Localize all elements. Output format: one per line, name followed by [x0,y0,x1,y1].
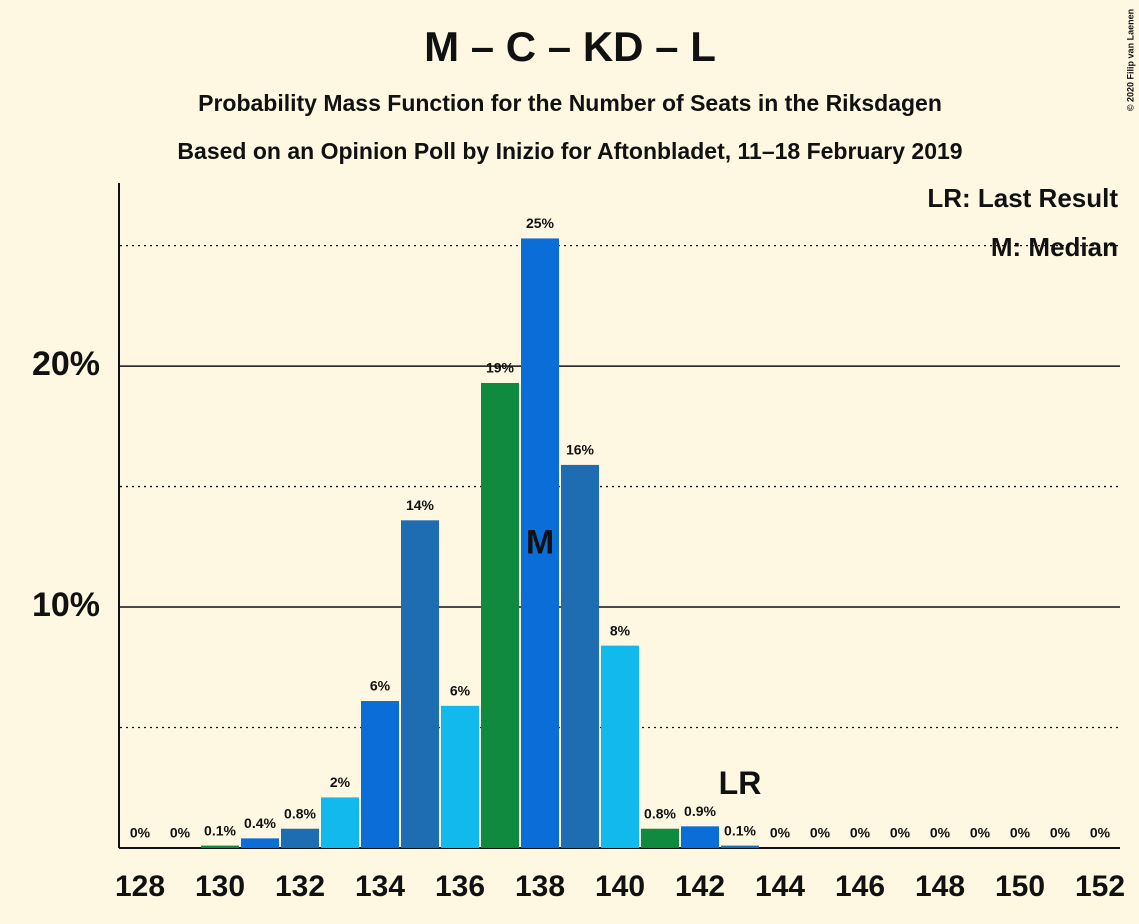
bar [321,797,359,848]
x-tick-label: 128 [115,870,165,903]
chart-title: M – C – KD – L [424,23,716,70]
value-label: 0.1% [204,822,236,838]
bar [441,705,479,848]
x-tick-label: 152 [1075,870,1125,903]
bar [401,520,439,848]
value-label: 0.8% [284,805,316,821]
x-tick-label: 144 [755,870,805,903]
bar [481,382,519,848]
value-label: 0% [1050,825,1071,841]
value-label: 0% [970,825,991,841]
x-tick-label: 138 [515,870,565,903]
value-label: 0% [890,825,911,841]
value-label: 0% [170,825,191,841]
value-label: 19% [486,360,515,376]
value-label: 2% [330,774,351,790]
legend-entry: M: Median [991,232,1118,262]
value-label: 0% [850,825,871,841]
bar [681,826,719,848]
copyright: © 2020 Filip van Laenen [1125,9,1135,111]
value-label: 25% [526,215,555,231]
value-label: 8% [610,622,631,638]
value-label: 6% [370,678,391,694]
value-label: 6% [450,683,471,699]
x-tick-label: 140 [595,870,645,903]
bar [241,838,279,848]
bar [721,845,759,848]
value-label: 0.8% [644,805,676,821]
annotation: LR [719,765,762,801]
legend-entry: LR: Last Result [927,183,1118,213]
value-label: 0.4% [244,815,276,831]
x-tick-label: 150 [995,870,1045,903]
value-label: 0.1% [724,822,756,838]
bar [641,828,679,848]
value-label: 0% [1010,825,1031,841]
value-label: 0% [130,825,151,841]
bar [281,828,319,848]
x-tick-label: 132 [275,870,325,903]
y-tick-label: 20% [32,345,100,383]
x-tick-label: 134 [355,870,405,903]
bar [521,238,559,848]
x-tick-label: 146 [835,870,885,903]
y-tick-label: 10% [32,586,100,624]
x-tick-label: 130 [195,870,245,903]
value-label: 0% [1090,825,1111,841]
bar [361,701,399,848]
bar [601,645,639,848]
value-label: 0% [770,825,791,841]
value-label: 0.9% [684,803,716,819]
bar [201,845,239,848]
value-label: 0% [930,825,951,841]
x-tick-label: 142 [675,870,725,903]
annotation: M [526,523,554,561]
x-tick-label: 136 [435,870,485,903]
chart-subtitle: Based on an Opinion Poll by Inizio for A… [177,138,962,164]
value-label: 0% [810,825,831,841]
value-label: 14% [406,497,435,513]
x-tick-label: 148 [915,870,965,903]
chart-subtitle: Probability Mass Function for the Number… [198,90,942,116]
value-label: 16% [566,442,595,458]
bar [561,464,599,848]
